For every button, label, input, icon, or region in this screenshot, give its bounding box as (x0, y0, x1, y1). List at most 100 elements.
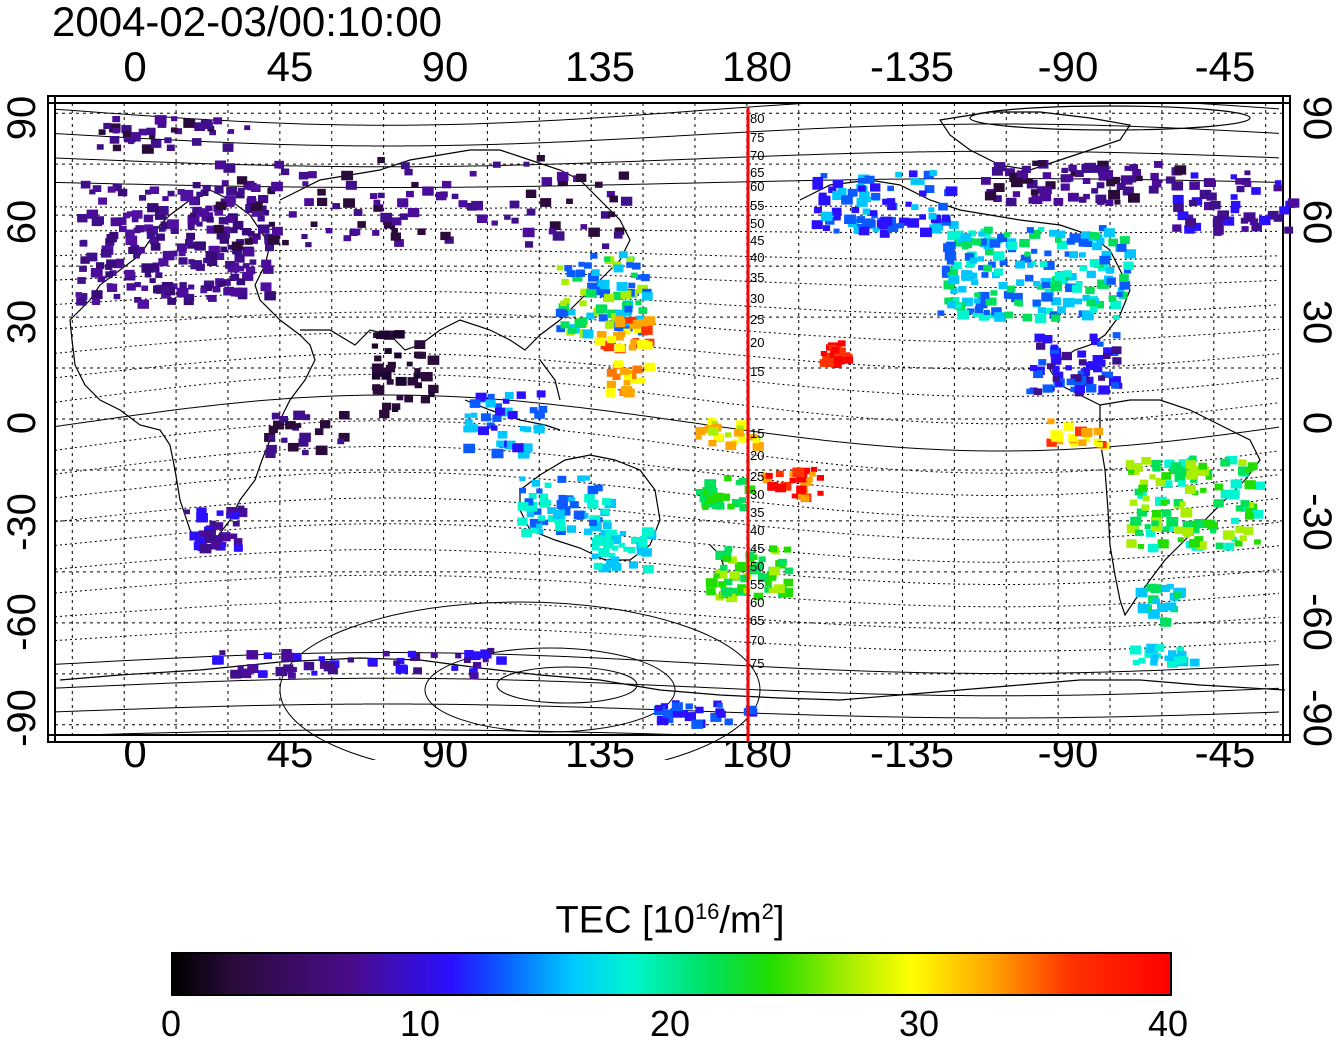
tec-cell (619, 367, 629, 375)
tec-cell (1021, 165, 1031, 174)
tec-cell (1061, 351, 1072, 361)
tec-cell (230, 669, 242, 679)
tec-cell (397, 198, 409, 208)
tec-cell (516, 391, 526, 399)
tec-cell (943, 280, 955, 290)
tec-cell (791, 493, 798, 499)
tec-cell (598, 563, 609, 573)
tec-cell (724, 475, 732, 482)
tec-cell (968, 230, 976, 237)
tec-cell (1196, 541, 1207, 550)
meridian-latitude-label: 60 (750, 595, 764, 610)
tec-cell (1065, 365, 1072, 371)
tec-cell (631, 262, 641, 270)
tec-cell (580, 224, 588, 230)
tec-cell (230, 533, 238, 540)
tec-cell (1235, 526, 1244, 533)
tec-cell (1214, 483, 1224, 491)
tec-cell (865, 220, 876, 229)
tec-cell (533, 508, 542, 515)
tec-cell (478, 426, 489, 436)
tec-cell (1060, 183, 1070, 191)
tec-cell (226, 186, 238, 196)
tec-cell (1155, 644, 1165, 652)
tec-cell (521, 443, 533, 453)
tec-cell (422, 186, 434, 196)
tec-cell (1117, 287, 1125, 293)
tec-cell (1148, 185, 1159, 194)
tec-cell (1230, 200, 1241, 209)
tec-cell (267, 235, 280, 245)
tec-cell (1244, 181, 1252, 188)
tec-cell (975, 298, 988, 309)
tec-cell (948, 275, 960, 285)
tec-cell (390, 232, 401, 241)
tec-cell (1138, 657, 1146, 664)
tec-cell (837, 188, 847, 196)
tec-cell (858, 226, 870, 236)
tec-cell (212, 655, 224, 665)
magnetic-contour (54, 600, 1280, 630)
tec-cell (624, 317, 633, 324)
tec-cell (95, 262, 105, 269)
tec-cell (89, 189, 96, 195)
tec-cell (585, 289, 597, 298)
tec-cell (325, 228, 333, 234)
tec-cell (1150, 654, 1159, 661)
tec-cell (149, 133, 156, 139)
tec-cell (1160, 500, 1168, 506)
tec-cell (204, 122, 213, 129)
tec-cell (170, 283, 178, 290)
tec-cell (978, 265, 985, 271)
tec-cell (618, 542, 625, 548)
tec-cell (519, 476, 526, 482)
tec-cell (993, 183, 1005, 192)
tec-cell (1004, 168, 1015, 177)
tec-cell (620, 290, 632, 299)
tec-cell (204, 528, 216, 538)
tec-cell (734, 428, 744, 437)
tec-cell (109, 136, 120, 144)
tec-cell (758, 574, 769, 583)
tec-cell (1273, 184, 1282, 192)
tec-cell (598, 314, 608, 322)
tec-cell (1162, 526, 1170, 533)
tec-cell (1086, 270, 1096, 279)
tec-cell (765, 580, 772, 587)
tec-cell (235, 191, 245, 199)
tec-cell (1191, 197, 1203, 206)
tec-cell (103, 122, 111, 129)
tec-cell (524, 498, 534, 506)
tec-cell (691, 719, 703, 729)
tec-cell (1097, 359, 1106, 367)
tec-cell (955, 303, 962, 309)
tec-cell (420, 396, 430, 404)
tec-cell (983, 238, 991, 245)
tec-cell (589, 521, 602, 532)
tec-cell (1246, 467, 1253, 473)
tec-cell (1284, 226, 1294, 234)
tec-cell (1112, 332, 1121, 339)
tec-cell (923, 170, 934, 179)
tec-cell (981, 177, 991, 185)
tec-cell (1038, 160, 1047, 166)
tec-cell (635, 300, 642, 306)
tec-cell (221, 180, 229, 186)
tec-cell (1145, 529, 1155, 537)
tec-cell (1166, 525, 1174, 532)
tec-cell (594, 484, 603, 492)
tec-cell (616, 282, 628, 291)
tec-cell (214, 535, 221, 541)
tec-cell (1097, 341, 1104, 347)
tec-cell (910, 178, 919, 185)
tec-cell (162, 250, 175, 261)
tec-cell (1135, 175, 1143, 182)
tec-cell (222, 279, 231, 286)
tec-cell (1173, 203, 1184, 212)
tec-cell (1094, 300, 1104, 309)
tec-cell (960, 233, 972, 242)
tec-cell (236, 176, 248, 185)
tec-cell (724, 718, 733, 726)
tec-cell (144, 224, 153, 232)
tec-cell (985, 248, 994, 256)
